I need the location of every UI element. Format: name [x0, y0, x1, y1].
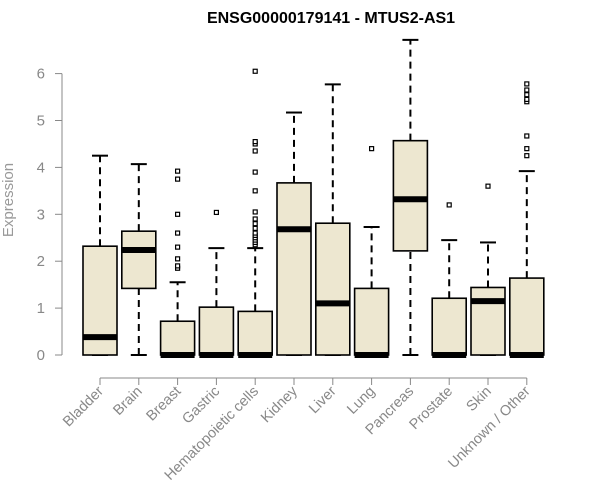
outlier-point — [213, 209, 219, 216]
outlier-point — [524, 133, 530, 139]
x-tick-label-brain: Brain — [110, 384, 145, 419]
outlier-point — [524, 81, 530, 87]
outlier-point — [175, 230, 181, 236]
box-brain — [121, 163, 157, 356]
x-tick-label-prostate: Prostate — [407, 384, 456, 433]
y-axis: 0 1 2 3 4 5 6 — [37, 66, 63, 364]
outlier-point — [524, 96, 530, 102]
outlier-point — [252, 225, 258, 231]
outlier-point — [252, 188, 258, 194]
outlier-point — [252, 139, 258, 145]
iqr-box — [470, 286, 506, 356]
outlier-point — [175, 244, 181, 250]
box-lung — [353, 146, 390, 358]
outlier-point — [369, 146, 375, 152]
box-bladder — [82, 154, 118, 356]
y-tick-label-1: 1 — [37, 300, 45, 317]
outlier-point — [524, 153, 530, 159]
outlier-point — [252, 209, 258, 215]
outlier-point — [175, 176, 181, 182]
y-tick-label-2: 2 — [37, 253, 45, 270]
x-tick-label-skin: Skin — [464, 384, 495, 415]
box-unknown-other — [508, 81, 545, 358]
outlier-point — [175, 168, 181, 174]
box-breast — [159, 168, 196, 358]
outlier-point — [252, 68, 258, 74]
box-skin — [470, 183, 506, 356]
box-hematopoietic-cells — [237, 68, 273, 358]
iqr-box — [392, 139, 429, 252]
outlier-point — [524, 146, 530, 152]
y-tick-label-4: 4 — [37, 159, 45, 176]
iqr-box — [314, 222, 351, 356]
outlier-point — [252, 221, 258, 227]
outlier-point — [252, 230, 258, 236]
iqr-box — [353, 287, 390, 356]
y-axis-label: Expression — [0, 163, 17, 237]
box-gastric — [198, 209, 235, 358]
y-tick-label-3: 3 — [37, 206, 45, 223]
iqr-box — [431, 297, 468, 356]
iqr-box — [276, 182, 312, 356]
outlier-point — [175, 263, 181, 269]
outlier-point — [524, 87, 530, 93]
y-tick-label-0: 0 — [37, 347, 45, 364]
x-tick-label-kidney: Kidney — [258, 383, 301, 426]
box-prostate — [431, 202, 468, 358]
outlier-point — [252, 169, 258, 175]
box-pancreas — [392, 38, 429, 356]
outlier-point — [446, 202, 452, 208]
x-tick-label-liver: Liver — [306, 383, 340, 417]
box-kidney — [276, 111, 312, 356]
iqr-box — [159, 320, 196, 356]
plot-area — [82, 38, 545, 358]
box-liver — [314, 83, 351, 356]
iqr-box — [121, 230, 157, 290]
outlier-point — [175, 211, 181, 217]
iqr-box — [198, 306, 235, 356]
y-tick-label-5: 5 — [37, 113, 45, 130]
outlier-point — [252, 148, 258, 154]
x-tick-label-bladder: Bladder — [60, 383, 107, 430]
x-tick-label-lung: Lung — [344, 384, 378, 418]
outlier-point — [524, 92, 530, 98]
chart-title: ENSG00000179141 - MTUS2-AS1 — [207, 10, 455, 27]
x-tick-label-breast: Breast — [143, 384, 184, 425]
y-tick-label-6: 6 — [37, 66, 45, 83]
outlier-point — [175, 256, 181, 262]
outlier-point — [485, 183, 491, 189]
iqr-box — [237, 310, 273, 356]
outlier-point — [252, 216, 258, 222]
iqr-box — [508, 277, 545, 356]
